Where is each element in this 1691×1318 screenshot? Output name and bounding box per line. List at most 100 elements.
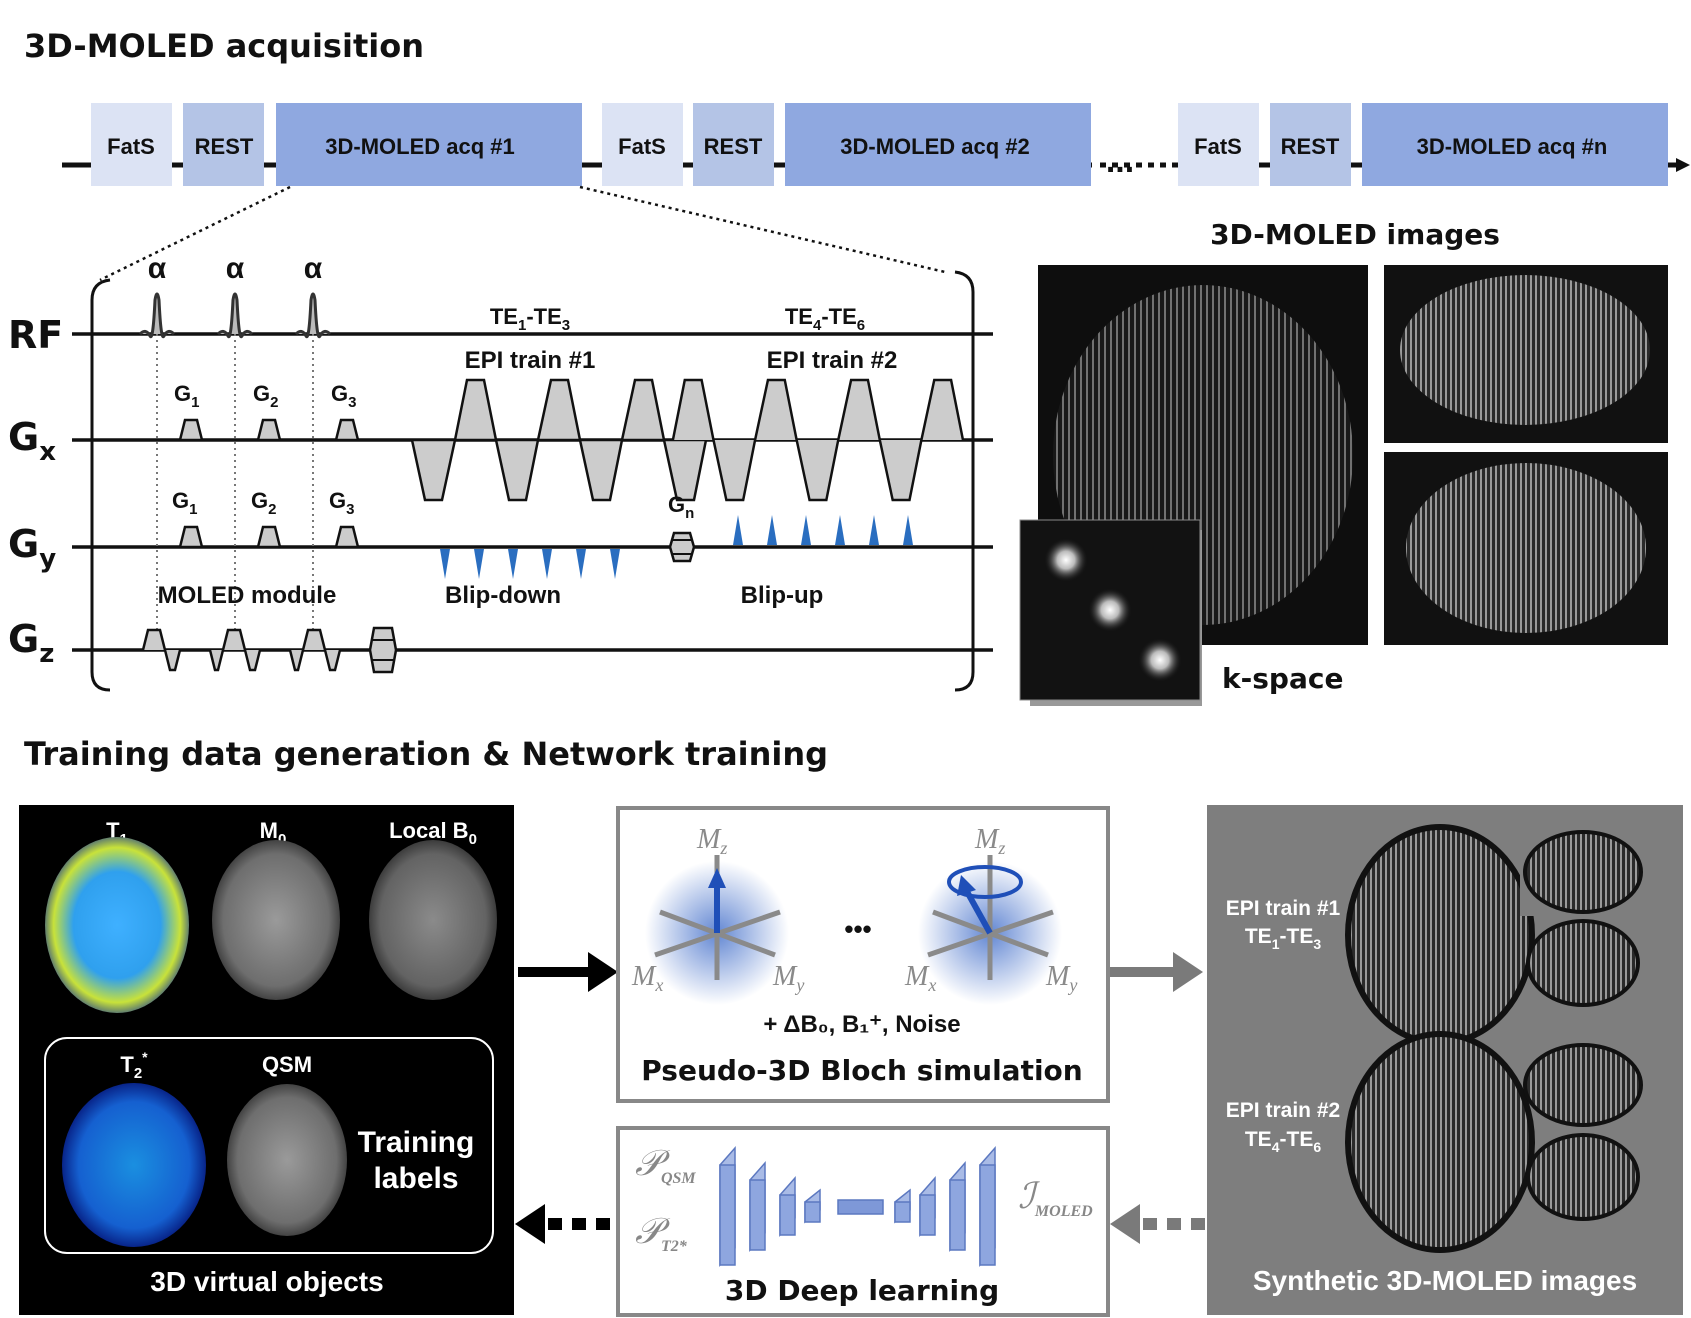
- m0-brain-map: [212, 840, 340, 1000]
- my-label-left: My: [772, 961, 804, 995]
- sagittal-brain: [1400, 275, 1650, 425]
- magnetization-vector-z-head: [708, 868, 726, 888]
- epi-train-1-gradient: [410, 378, 708, 502]
- blip-up-label: Blip-up: [741, 582, 824, 609]
- sequence-diagram: RF Gx Gy Gz α α α TE1-TE3 TE4-TE6 EPI tr…: [8, 252, 993, 692]
- acq-label-n: 3D-MOLED acq #n: [1417, 134, 1608, 159]
- rf-pulse-3: [294, 292, 332, 339]
- blip-up-4: [835, 515, 845, 545]
- mz-label-left: Mz: [696, 824, 727, 858]
- fats-block-2: [602, 103, 683, 186]
- arrow-to-synthetic-head: [1173, 952, 1203, 992]
- fats-label-2: FatS: [618, 134, 666, 159]
- local-b0-map-label: Local B0: [389, 818, 477, 848]
- rest-label-2: REST: [704, 134, 763, 159]
- gz-crusher: [368, 626, 398, 674]
- synthetic-panel: EPI train #1 TE1-TE3 EPI train #2 TE4-TE…: [1207, 805, 1683, 1315]
- acq-block-1: [276, 103, 582, 186]
- gy-label: Gy: [8, 522, 56, 574]
- blip-up-3: [801, 515, 811, 545]
- b0-brain-map: [369, 840, 497, 1000]
- alpha-label-3: α: [304, 252, 323, 285]
- gx-label: Gx: [8, 415, 56, 467]
- blip-down-markers: [440, 549, 620, 579]
- training-title: Training data generation & Network train…: [24, 735, 828, 773]
- training-labels-frame: [44, 1037, 494, 1254]
- fats-label-n: FatS: [1194, 134, 1242, 159]
- my-label-right: My: [1045, 961, 1077, 995]
- fats-block-n: [1178, 103, 1259, 186]
- alpha-label-1: α: [148, 252, 167, 285]
- rest-block-n: [1270, 103, 1351, 186]
- acquisition-timeline: ... FatS REST 3D-MOLED acq #1 FatS REST …: [62, 103, 1690, 186]
- acq-block-n: [1362, 103, 1668, 186]
- gx-g1-label: G1: [174, 381, 199, 411]
- m0-map-label: M0: [260, 818, 287, 848]
- bracket-right: [954, 270, 975, 692]
- kspace-echo-1: [1044, 538, 1088, 582]
- t2star-map-label: T2*: [120, 1049, 148, 1082]
- gy-g1-label: G1: [172, 488, 197, 518]
- coronal-brain: [1406, 463, 1646, 633]
- blip-up-6: [903, 515, 913, 545]
- blip-up-2: [767, 515, 777, 545]
- gz-lobe-1: [141, 628, 182, 672]
- bloch-ellipsis: •••: [844, 914, 871, 944]
- gx-g3-label: G3: [331, 381, 356, 411]
- gn-label: Gn: [668, 492, 694, 522]
- synthetic-row2-line2: TE4-TE6: [1245, 1128, 1321, 1155]
- t1-brain-map: [45, 837, 189, 1013]
- acq-label-2: 3D-MOLED acq #2: [840, 134, 1030, 159]
- gx-lobe-3: [334, 418, 360, 442]
- fats-label-1: FatS: [107, 134, 155, 159]
- t2star-brain-map: [62, 1083, 206, 1247]
- blip-down-1: [440, 549, 450, 579]
- gy-lobe-3: [334, 525, 360, 549]
- bracket-left: [90, 278, 111, 692]
- synthetic-sag-1: [1523, 830, 1643, 914]
- epi-train-2-label: EPI train #2: [767, 347, 898, 374]
- epi-train-1-label: EPI train #1: [465, 347, 596, 374]
- kspace-echo-2: [1088, 588, 1132, 632]
- arrow-to-network-head: [1110, 1204, 1140, 1244]
- synthetic-caption: Synthetic 3D-MOLED images: [1253, 1265, 1637, 1296]
- network-frame: [616, 1126, 1110, 1317]
- blip-down-2: [474, 549, 484, 579]
- rest-label-n: REST: [1281, 134, 1340, 159]
- blip-down-3: [508, 549, 518, 579]
- precession-circle: [947, 865, 1023, 899]
- acq-block-2: [785, 103, 1091, 186]
- gy-lobe-2: [256, 525, 282, 549]
- synthetic-cor-1: [1526, 919, 1640, 1007]
- mx-label-right: Mx: [904, 961, 936, 995]
- bloch-panel: Mz Mx My Mz Mx My ••• + ΔB₀, B₁⁺, Noise …: [616, 806, 1110, 1103]
- moled-module-label: MOLED module: [158, 582, 337, 609]
- gz-lobe-2: [208, 628, 262, 672]
- gx-lobe-1: [178, 418, 204, 442]
- virtual-objects-panel: T1 M0 Local B0 T2* QSM Training labels 3…: [19, 805, 514, 1315]
- synthetic-axial-2: [1345, 1031, 1535, 1253]
- synthetic-row1-line1: EPI train #1: [1226, 897, 1341, 920]
- blip-down-4: [542, 549, 552, 579]
- rest-block-1: [183, 103, 264, 186]
- qsm-map-label: QSM: [262, 1052, 312, 1077]
- arrow-to-labels-head: [515, 1204, 545, 1244]
- gz-label: Gz: [8, 617, 54, 669]
- alpha-label-2: α: [226, 252, 245, 285]
- blip-down-5: [576, 549, 586, 579]
- gn-crusher: [668, 531, 696, 563]
- blip-down-6: [610, 549, 620, 579]
- gx-lobe-2: [256, 418, 282, 442]
- qsm-brain-map: [227, 1084, 347, 1236]
- rf-pulse-2: [216, 292, 254, 339]
- moled-images-title: 3D-MOLED images: [1210, 218, 1500, 251]
- blip-down-label: Blip-down: [445, 582, 561, 609]
- synthetic-axial-1: [1345, 824, 1535, 1046]
- moled-images-panel: 3D-MOLED images k-space: [1019, 218, 1668, 706]
- zoom-line-right: [579, 185, 946, 274]
- virtual-objects-caption: 3D virtual objects: [150, 1266, 383, 1297]
- mz-label-right: Mz: [974, 824, 1005, 858]
- bloch-extras: + ΔB₀, B₁⁺, Noise: [763, 1011, 960, 1038]
- blip-up-1: [733, 515, 743, 545]
